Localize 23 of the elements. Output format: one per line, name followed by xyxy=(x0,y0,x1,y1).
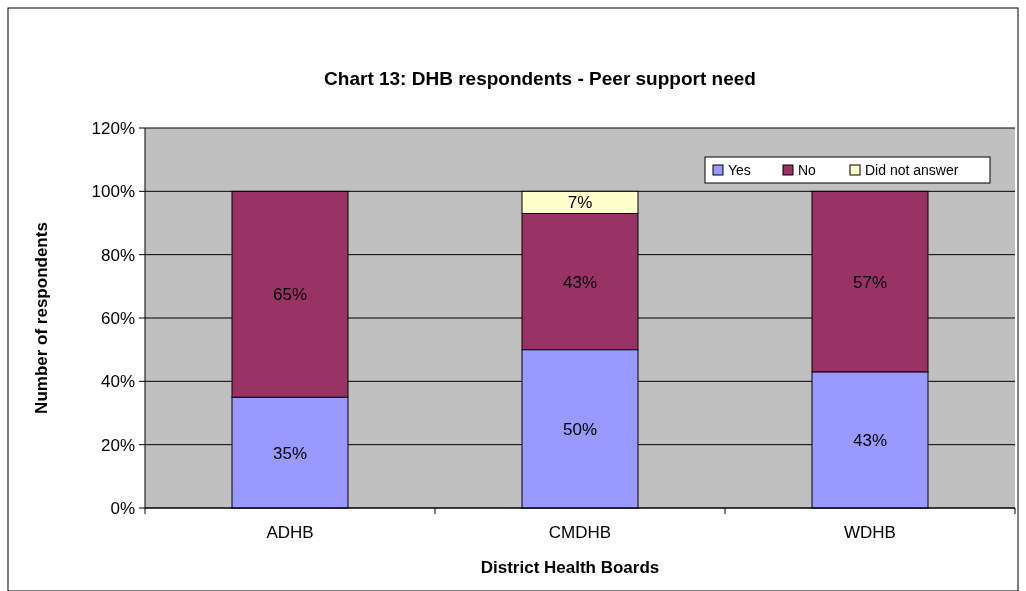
data-label: 43% xyxy=(852,430,888,450)
x-tick-label: WDHB xyxy=(844,523,896,542)
data-label: 50% xyxy=(562,419,598,439)
x-tick-label: ADHB xyxy=(266,523,314,542)
data-label: 65% xyxy=(272,285,308,305)
y-tick-label: 0% xyxy=(110,499,135,518)
chart-title: Chart 13: DHB respondents - Peer support need xyxy=(324,68,756,89)
y-tick-label: 100% xyxy=(91,182,135,202)
y-axis-title: Number of respondents xyxy=(32,222,51,414)
data-label: 7% xyxy=(567,193,593,213)
y-tick-label: 120% xyxy=(91,119,135,138)
x-axis-title: District Health Boards xyxy=(480,558,660,577)
legend-label: Yes xyxy=(728,162,751,178)
legend-label: No xyxy=(798,162,817,178)
data-label: 57% xyxy=(852,272,888,292)
legend-label: Did not answer xyxy=(865,162,959,178)
y-tick-label: 20% xyxy=(100,435,135,455)
data-label: 35% xyxy=(272,443,308,463)
y-tick-label: 60% xyxy=(100,309,135,328)
data-label: 43% xyxy=(562,272,598,292)
y-tick-label: 40% xyxy=(100,372,135,392)
y-tick-label: 80% xyxy=(100,245,135,265)
x-tick-label: CMDHB xyxy=(548,523,612,542)
